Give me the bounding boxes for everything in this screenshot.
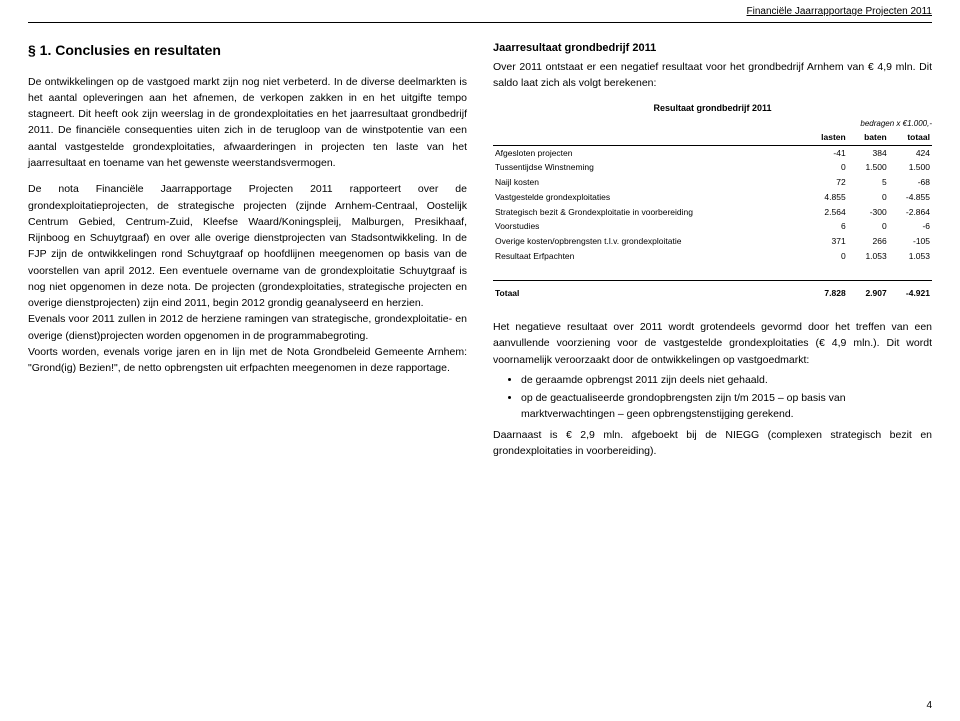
table-unit-note: bedragen x €1.000,- [493,118,932,130]
table-total-row: Totaal7.8282.907-4.921 [493,281,932,301]
table-cell: 424 [889,145,932,160]
result-table: lasten baten totaal Afgesloten projecten… [493,130,932,301]
table-cell: 1.500 [848,160,889,175]
table-cell: 6 [804,219,848,234]
table-row: Strategisch bezit & Grondexploitatie in … [493,205,932,220]
table-cell: Tussentijdse Winstneming [493,160,804,175]
table-cell: Overige kosten/opbrengsten t.l.v. gronde… [493,234,804,249]
table-cell: Afgesloten projecten [493,145,804,160]
table-header-cell: baten [848,130,889,145]
table-cell: 1.500 [889,160,932,175]
subsection-heading: Jaarresultaat grondbedrijf 2011 [493,40,932,57]
table-caption: Resultaat grondbedrijf 2011 [493,102,932,116]
table-cell: Totaal [493,281,804,301]
bullet-list: de geraamde opbrengst 2011 zijn deels ni… [493,372,932,423]
table-cell: -4.855 [889,190,932,205]
table-header-cell: lasten [804,130,848,145]
table-cell: 5 [848,175,889,190]
table-row: Naijl kosten725-68 [493,175,932,190]
column-left: § 1. Conclusies en resultaten De ontwikk… [28,40,467,459]
table-header-cell: totaal [889,130,932,145]
table-cell: 1.053 [848,249,889,264]
list-item: de geraamde opbrengst 2011 zijn deels ni… [521,372,932,388]
table-cell: 2.564 [804,205,848,220]
table-cell: 266 [848,234,889,249]
table-cell: -4.921 [889,281,932,301]
table-cell: Voorstudies [493,219,804,234]
table-cell: 7.828 [804,281,848,301]
table-cell: -105 [889,234,932,249]
table-row: Afgesloten projecten-41384424 [493,145,932,160]
table-cell: 371 [804,234,848,249]
table-cell: -300 [848,205,889,220]
table-cell: Vastgestelde grondexploitaties [493,190,804,205]
table-cell: -2.864 [889,205,932,220]
body-paragraph: Het negatieve resultaat over 2011 wordt … [493,319,932,368]
column-right: Jaarresultaat grondbedrijf 2011 Over 201… [493,40,932,459]
body-paragraph: De ontwikkelingen op de vastgoed markt z… [28,74,467,172]
table-cell: Naijl kosten [493,175,804,190]
body-paragraph: Daarnaast is € 2,9 mln. afgeboekt bij de… [493,427,932,460]
table-header-cell [493,130,804,145]
table-cell: 4.855 [804,190,848,205]
list-item: op de geactualiseerde grondopbrengsten z… [521,390,932,423]
table-cell: -6 [889,219,932,234]
table-row: Tussentijdse Winstneming01.5001.500 [493,160,932,175]
table-cell: 0 [804,160,848,175]
table-cell: 0 [848,219,889,234]
table-row: Resultaat Erfpachten01.0531.053 [493,249,932,264]
table-header-row: lasten baten totaal [493,130,932,145]
table-row: Overige kosten/opbrengsten t.l.v. gronde… [493,234,932,249]
intro-paragraph: Over 2011 ontstaat er een negatief resul… [493,59,932,92]
body-paragraph: Evenals voor 2011 zullen in 2012 de herz… [28,311,467,344]
table-cell: Strategisch bezit & Grondexploitatie in … [493,205,804,220]
table-cell: -68 [889,175,932,190]
table-cell: 0 [804,249,848,264]
header-rule [28,22,932,23]
table-cell: Resultaat Erfpachten [493,249,804,264]
table-cell: 72 [804,175,848,190]
body-paragraph: Voorts worden, evenals vorige jaren en i… [28,344,467,377]
table-cell: -41 [804,145,848,160]
table-cell: 384 [848,145,889,160]
page-number: 4 [926,700,932,711]
table-cell: 1.053 [889,249,932,264]
table-row: Voorstudies60-6 [493,219,932,234]
section-heading: § 1. Conclusies en resultaten [28,40,467,62]
body-paragraph: De nota Financiële Jaarrapportage Projec… [28,181,467,311]
running-header: Financiële Jaarrapportage Projecten 2011 [747,6,933,17]
table-cell: 0 [848,190,889,205]
table-cell: 2.907 [848,281,889,301]
table-row: Vastgestelde grondexploitaties4.8550-4.8… [493,190,932,205]
